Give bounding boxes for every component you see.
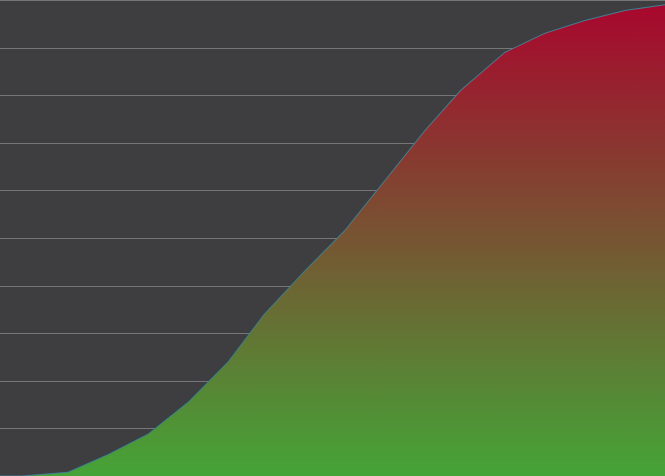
area-series-fill <box>0 4 665 476</box>
area-series-line <box>0 4 665 476</box>
